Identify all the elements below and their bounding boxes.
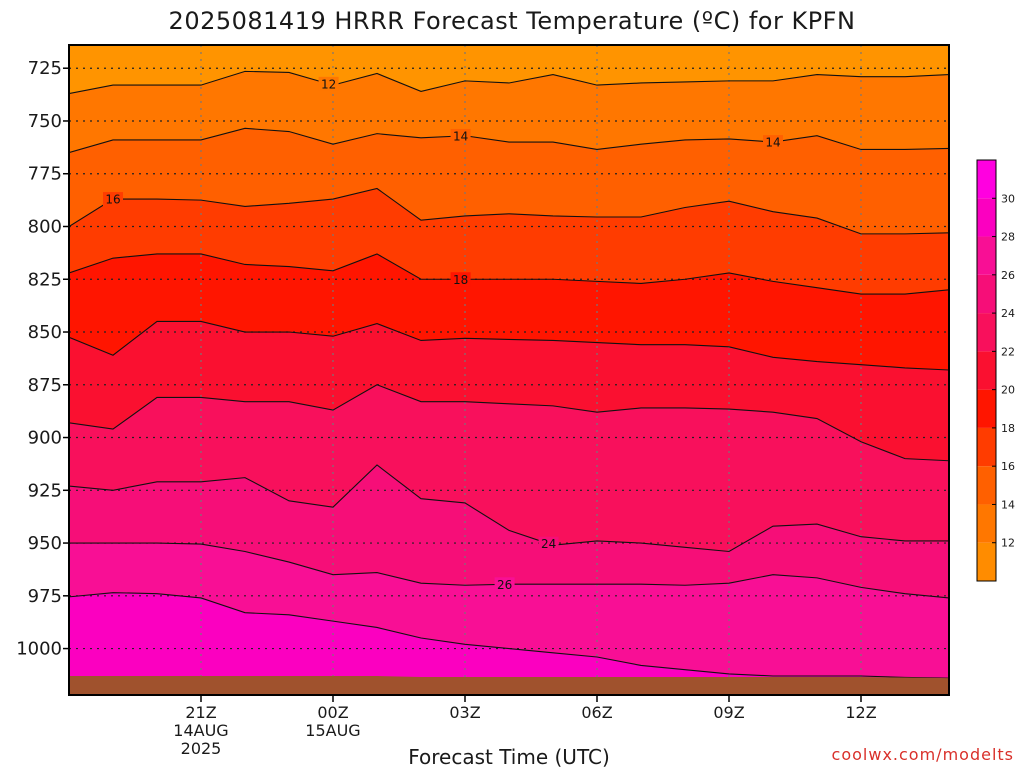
contour-line-24 bbox=[69, 464, 949, 553]
colorbar-bin-30 bbox=[977, 160, 996, 199]
colorbar-tick-label: 26 bbox=[1001, 269, 1015, 282]
y-tick-label: 1000 bbox=[16, 639, 62, 660]
colorbar-tick-label: 24 bbox=[1001, 307, 1015, 320]
x-tick-label: 14AUG bbox=[173, 721, 228, 740]
colorbar-tick-label: 12 bbox=[1001, 537, 1015, 550]
contour-label-bg bbox=[103, 192, 123, 207]
contour-label-bg bbox=[538, 536, 559, 551]
contour-line-16 bbox=[69, 187, 949, 235]
contour-label-bg bbox=[494, 577, 515, 592]
contour-label-14: 14 bbox=[763, 135, 783, 150]
contour-label-text: 24 bbox=[541, 537, 556, 551]
contour-label-text: 26 bbox=[497, 578, 512, 592]
colorbar-tick-label: 30 bbox=[1001, 192, 1015, 205]
y-tick-label: 750 bbox=[28, 111, 62, 132]
ground-layer bbox=[69, 676, 949, 695]
contour-label-text: 14 bbox=[453, 129, 468, 143]
y-tick-label: 850 bbox=[28, 322, 62, 343]
colorbar-bin-26 bbox=[977, 236, 996, 275]
y-tick-label: 900 bbox=[28, 428, 62, 449]
contour-label-16: 16 bbox=[103, 192, 123, 207]
colorbar-bin-18 bbox=[977, 389, 996, 428]
colorbar-bin-16 bbox=[977, 427, 996, 467]
x-tick-label: 21Z bbox=[185, 703, 216, 722]
contour-lines bbox=[69, 70, 949, 679]
chart-title: 2025081419 HRRR Forecast Temperature (ºC… bbox=[169, 7, 856, 35]
colorbar-tick-label: 16 bbox=[1001, 460, 1015, 473]
y-axis: 725 750 775 800 825 850 875 900 925 950 975 1000 bbox=[16, 58, 69, 660]
contour-label-bg bbox=[450, 128, 471, 143]
y-tick-label: 825 bbox=[28, 269, 62, 290]
contour-label-text: 18 bbox=[453, 273, 468, 287]
x-axis-title: Forecast Time (UTC) bbox=[408, 745, 610, 768]
contour-line-12 bbox=[69, 70, 949, 95]
y-tick-label: 725 bbox=[28, 58, 62, 79]
contour-label-26: 26 bbox=[494, 577, 515, 592]
contour-label-bg bbox=[450, 272, 471, 287]
contour-label-18: 18 bbox=[450, 272, 471, 287]
colorbar-bin-20 bbox=[977, 351, 996, 390]
contour-label-text: 16 bbox=[105, 193, 120, 207]
x-tick-label: 06Z bbox=[581, 703, 612, 722]
ground-fill bbox=[69, 676, 949, 695]
contour-label-text: 12 bbox=[321, 77, 336, 91]
x-tick-label: 12Z bbox=[845, 703, 876, 722]
temperature-fill-layers bbox=[69, 45, 949, 695]
x-tick-label: 2025 bbox=[181, 739, 222, 758]
contour-label-12: 12 bbox=[318, 76, 339, 91]
colorbar-tick-label: 14 bbox=[1001, 498, 1015, 511]
y-tick-label: 800 bbox=[28, 216, 62, 237]
y-tick-label: 975 bbox=[28, 586, 62, 607]
credit-link[interactable]: coolwx.com/modelts bbox=[832, 745, 1014, 764]
colorbar-tick-label: 20 bbox=[1001, 384, 1015, 397]
colorbar-bin-22 bbox=[977, 313, 996, 352]
plot-frame bbox=[68, 44, 950, 696]
colorbar: 12 14 16 18 20 22 24 26 28 30 bbox=[976, 159, 1015, 582]
contour-label-bg bbox=[763, 135, 783, 150]
contour-line-14 bbox=[69, 127, 949, 154]
y-tick-label: 875 bbox=[28, 375, 62, 396]
contour-label-bg bbox=[318, 76, 339, 91]
y-tick-label: 925 bbox=[28, 480, 62, 501]
x-tick-label: 09Z bbox=[713, 703, 744, 722]
contour-labels: 12 14 14 16 18 24 26 bbox=[103, 76, 783, 592]
x-tick-label: 03Z bbox=[449, 703, 480, 722]
colorbar-tick-label: 28 bbox=[1001, 231, 1015, 244]
x-tick-label: 00Z bbox=[317, 703, 348, 722]
colorbar-bin-12 bbox=[977, 504, 996, 543]
contour-label-text: 14 bbox=[765, 136, 780, 150]
colorbar-bin-10 bbox=[977, 542, 996, 581]
colorbar-bin-14 bbox=[977, 466, 996, 505]
colorbar-bin-24 bbox=[977, 274, 996, 314]
contour-label-14: 14 bbox=[450, 128, 471, 143]
colorbar-tick-label: 22 bbox=[1001, 345, 1015, 358]
fill-band-28 bbox=[69, 592, 949, 695]
contour-label-24: 24 bbox=[538, 536, 559, 551]
x-tick-label: 15AUG bbox=[305, 721, 360, 740]
y-tick-label: 775 bbox=[28, 164, 62, 185]
colorbar-frame bbox=[976, 159, 997, 582]
contour-line-28 bbox=[69, 592, 949, 679]
contour-line-22 bbox=[69, 384, 949, 462]
colorbar-bin-28 bbox=[977, 198, 996, 237]
contour-line-20 bbox=[69, 320, 949, 371]
contour-line-18 bbox=[69, 253, 949, 295]
y-tick-label: 950 bbox=[28, 533, 62, 554]
colorbar-tick-label: 18 bbox=[1001, 422, 1015, 435]
